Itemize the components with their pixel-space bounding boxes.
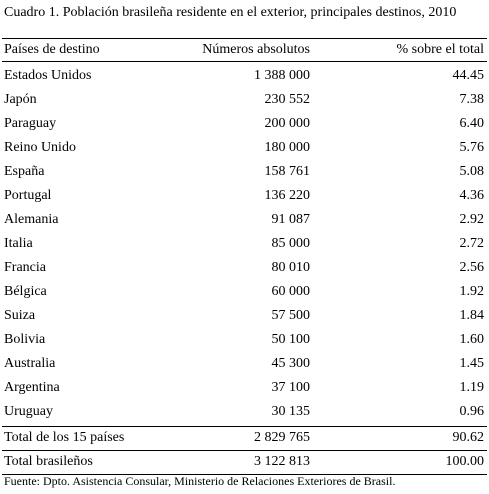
country-cell: Argentina bbox=[4, 380, 60, 395]
rule bbox=[2, 61, 487, 62]
column-header: Números absolutos bbox=[202, 42, 310, 57]
value-cell: 1.19 bbox=[459, 380, 485, 395]
value-cell: 30 135 bbox=[271, 404, 311, 419]
country-cell: España bbox=[4, 164, 45, 179]
total-value: 90.62 bbox=[452, 430, 485, 445]
value-cell: 60 000 bbox=[271, 284, 311, 299]
value-cell: 57 500 bbox=[271, 308, 311, 323]
value-cell: 1.60 bbox=[459, 332, 485, 347]
rule bbox=[2, 38, 487, 39]
total-value: 3 122 813 bbox=[254, 454, 310, 469]
value-cell: 2.56 bbox=[459, 260, 485, 275]
value-cell: 45 300 bbox=[271, 356, 311, 371]
value-cell: 1.92 bbox=[459, 284, 485, 299]
value-cell: 85 000 bbox=[271, 236, 311, 251]
value-cell: 37 100 bbox=[271, 380, 311, 395]
value-cell: 5.76 bbox=[459, 140, 485, 155]
value-cell: 1.45 bbox=[459, 356, 485, 371]
country-cell: Italia bbox=[4, 236, 33, 251]
value-cell: 136 220 bbox=[264, 188, 311, 203]
country-cell: Bolivia bbox=[4, 332, 46, 347]
value-cell: 230 552 bbox=[264, 92, 311, 107]
country-cell: Australia bbox=[4, 356, 56, 371]
country-cell: Bélgica bbox=[4, 284, 47, 299]
country-cell: Estados Unidos bbox=[4, 68, 92, 83]
country-cell: Paraguay bbox=[4, 116, 57, 131]
value-cell: 5.08 bbox=[459, 164, 485, 179]
value-cell: 0.96 bbox=[459, 404, 485, 419]
column-header: Países de destino bbox=[4, 42, 100, 57]
country-cell: Uruguay bbox=[4, 404, 53, 419]
value-cell: 2.72 bbox=[459, 236, 485, 251]
value-cell: 158 761 bbox=[264, 164, 311, 179]
country-cell: Alemania bbox=[4, 212, 59, 227]
value-cell: 80 010 bbox=[271, 260, 311, 275]
rule bbox=[2, 426, 487, 427]
source-note: Fuente: Dpto. Asistencia Consular, Minis… bbox=[4, 474, 396, 488]
value-cell: 2.92 bbox=[459, 212, 485, 227]
value-cell: 1.84 bbox=[459, 308, 485, 323]
table-title: Cuadro 1. Población brasileña residente … bbox=[4, 5, 457, 20]
value-cell: 7.38 bbox=[459, 92, 485, 107]
value-cell: 91 087 bbox=[271, 212, 311, 227]
total-label: Total de los 15 países bbox=[4, 430, 125, 445]
country-cell: Portugal bbox=[4, 188, 52, 203]
value-cell: 50 100 bbox=[271, 332, 311, 347]
country-cell: Reino Unido bbox=[4, 140, 76, 155]
value-cell: 180 000 bbox=[264, 140, 311, 155]
value-cell: 6.40 bbox=[459, 116, 485, 131]
value-cell: 4.36 bbox=[459, 188, 485, 203]
rule bbox=[2, 474, 487, 475]
value-cell: 44.45 bbox=[452, 68, 485, 83]
total-label: Total brasileños bbox=[4, 454, 93, 469]
country-cell: Francia bbox=[4, 260, 46, 275]
value-cell: 1 388 000 bbox=[254, 68, 310, 83]
column-header: % sobre el total bbox=[396, 42, 484, 57]
total-value: 2 829 765 bbox=[254, 430, 310, 445]
value-cell: 200 000 bbox=[264, 116, 311, 131]
country-cell: Suiza bbox=[4, 308, 36, 323]
total-value: 100.00 bbox=[445, 454, 485, 469]
rule bbox=[2, 450, 487, 451]
country-cell: Japón bbox=[4, 92, 37, 107]
